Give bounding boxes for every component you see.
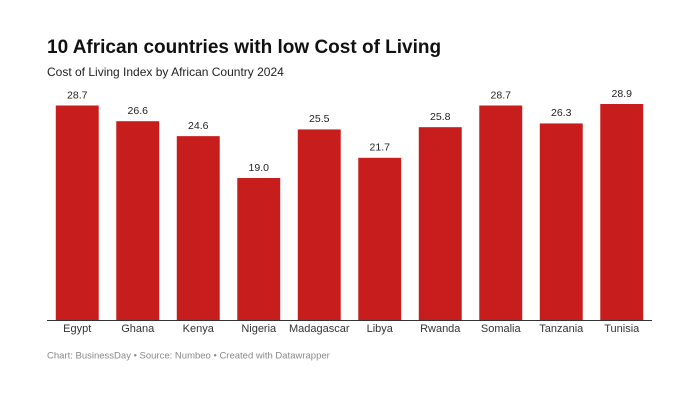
bar bbox=[116, 121, 160, 320]
bar bbox=[418, 127, 462, 320]
x-tick-label: Tanzania bbox=[539, 323, 584, 335]
data-label: 25.8 bbox=[430, 111, 451, 123]
x-tick-label: Nigeria bbox=[241, 323, 277, 335]
bar bbox=[237, 177, 281, 320]
x-tick-label: Ghana bbox=[121, 323, 155, 335]
bar bbox=[539, 123, 583, 320]
data-label: 19.0 bbox=[249, 162, 270, 174]
bar bbox=[479, 105, 523, 320]
data-label: 25.5 bbox=[309, 113, 330, 125]
bar bbox=[55, 105, 99, 320]
chart-subtitle: Cost of Living Index by African Country … bbox=[47, 65, 284, 79]
bar bbox=[358, 157, 402, 320]
bar bbox=[600, 104, 644, 320]
data-label: 21.7 bbox=[370, 142, 391, 154]
data-label: 28.7 bbox=[67, 89, 88, 101]
x-tick-label: Libya bbox=[367, 323, 394, 335]
chart-footer: Chart: BusinessDay • Source: Numbeo • Cr… bbox=[47, 351, 330, 362]
chart-title: 10 African countries with low Cost of Li… bbox=[47, 37, 441, 58]
data-label: 26.3 bbox=[551, 107, 572, 119]
x-tick-label: Rwanda bbox=[420, 323, 461, 335]
x-tick-label: Egypt bbox=[63, 323, 91, 335]
data-label: 28.7 bbox=[491, 89, 512, 101]
x-tick-label: Tunisia bbox=[604, 323, 640, 335]
x-tick-label: Kenya bbox=[183, 323, 215, 335]
bar bbox=[176, 136, 220, 320]
data-label: 24.6 bbox=[188, 120, 209, 132]
x-tick-label: Madagascar bbox=[289, 323, 350, 335]
data-label: 26.6 bbox=[128, 105, 149, 117]
data-label: 28.9 bbox=[612, 88, 633, 100]
x-tick-label: Somalia bbox=[481, 323, 522, 335]
bar bbox=[297, 129, 341, 320]
